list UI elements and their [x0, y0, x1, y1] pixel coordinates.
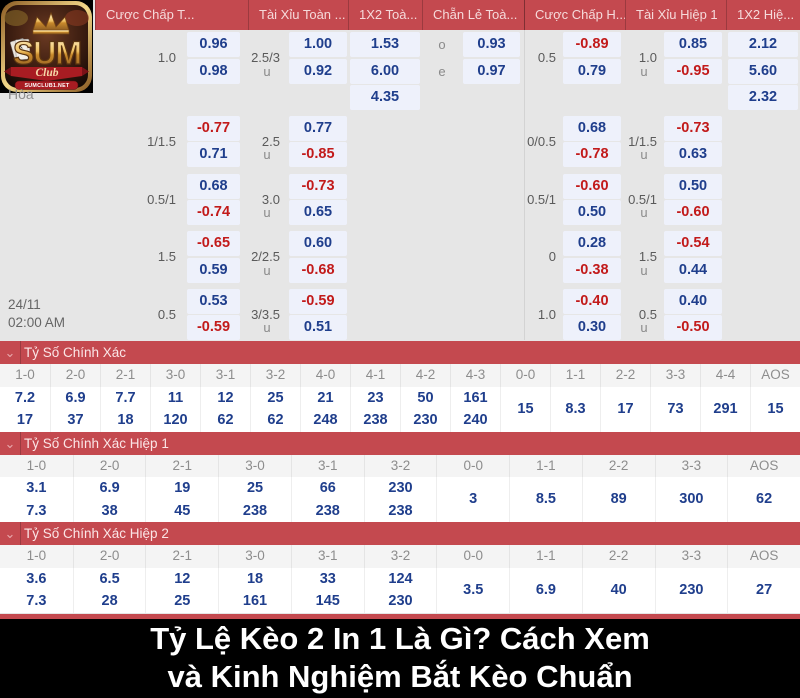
svg-text:Club: Club [35, 67, 58, 79]
svg-text:SUM: SUM [13, 35, 81, 71]
